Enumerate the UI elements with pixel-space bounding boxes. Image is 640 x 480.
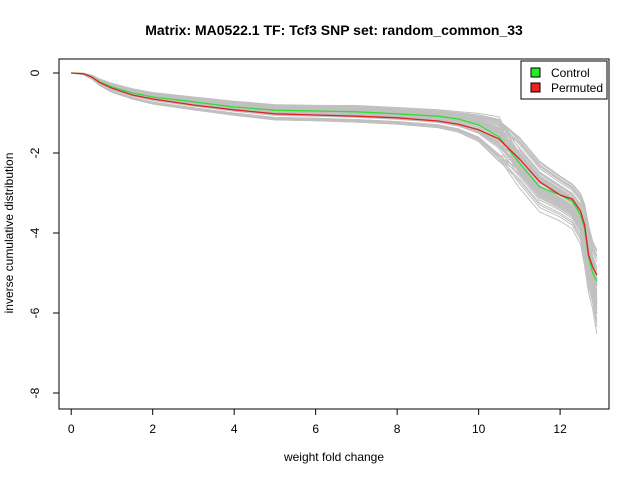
series-line-permuted [71, 72, 598, 276]
x-tick-label: 8 [394, 422, 401, 436]
x-tick-label: 0 [68, 422, 75, 436]
permutation-line [71, 72, 598, 285]
permutation-lines [71, 72, 598, 335]
y-tick-label: -2 [28, 147, 42, 158]
permutation-line [71, 72, 598, 285]
permutation-line [71, 72, 598, 298]
permutation-line [71, 72, 598, 290]
series-lines [71, 72, 598, 282]
series-line-control [71, 72, 598, 282]
plot-frame [58, 58, 610, 410]
x-tick-label: 4 [231, 422, 238, 436]
x-tick-label: 2 [149, 422, 156, 436]
legend: Control Permuted [520, 60, 608, 100]
legend-box [520, 60, 608, 100]
x-axis: 0 2 4 6 8 10 12 [68, 409, 567, 436]
legend-swatch-permuted [530, 82, 541, 93]
y-axis-label: inverse cumulative distribution [2, 153, 16, 314]
permutation-line [71, 72, 598, 281]
y-tick-label: -4 [28, 227, 42, 238]
legend-swatch-control [530, 67, 541, 78]
x-tick-label: 12 [553, 422, 567, 436]
permutation-line [71, 72, 598, 305]
y-tick-label: 0 [28, 69, 42, 76]
legend-label-control: Control [551, 66, 590, 80]
chart-title: Matrix: MA0522.1 TF: Tcf3 SNP set: rando… [145, 22, 523, 38]
x-tick-label: 6 [312, 422, 319, 436]
y-tick-label: -6 [28, 307, 42, 318]
legend-label-permuted: Permuted [551, 81, 603, 95]
permutation-line [71, 72, 598, 284]
permutation-line [71, 72, 598, 280]
y-tick-label: -8 [28, 387, 42, 398]
x-axis-label: weight fold change [283, 450, 384, 464]
x-tick-label: 10 [472, 422, 486, 436]
y-axis: 0 -2 -4 -6 -8 [28, 69, 59, 398]
